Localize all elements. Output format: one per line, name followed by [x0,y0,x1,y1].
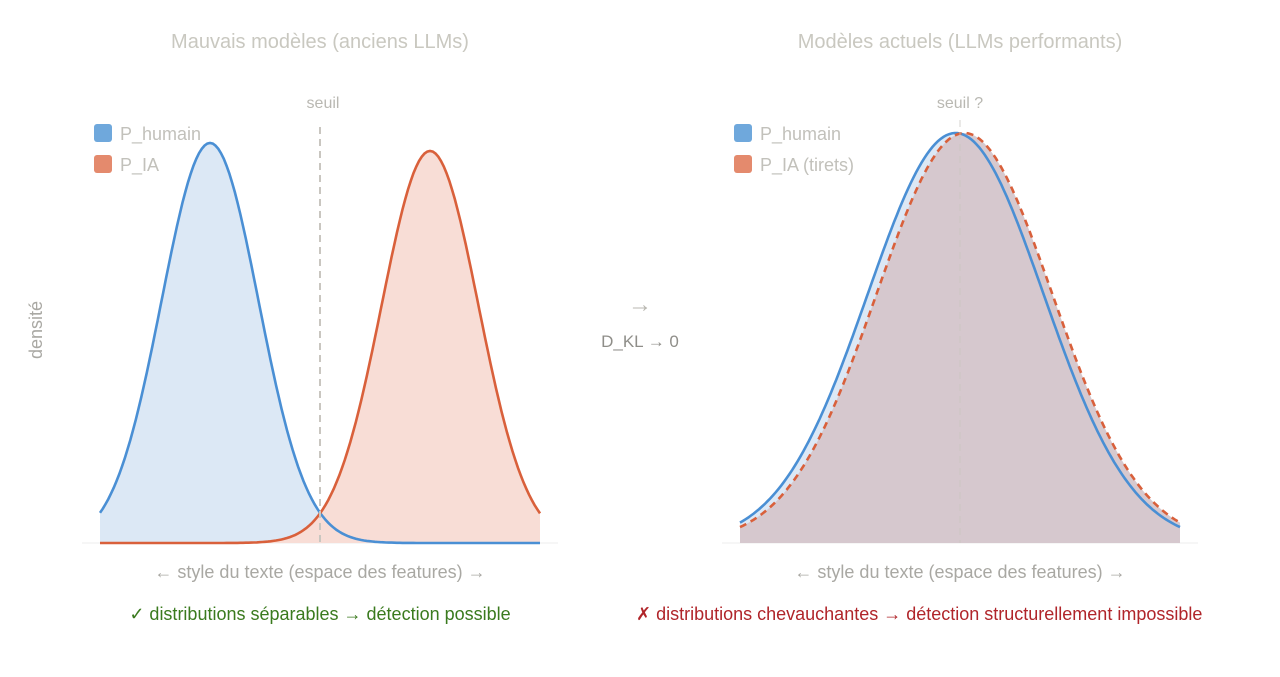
left-human-area [100,143,540,543]
right-legend: P_humain P_IA (tirets) [734,124,854,176]
legend-swatch-ai [94,155,112,173]
right-x-axis-label: ← style du texte (espace des features) → [794,562,1125,582]
left-ai-area [100,151,540,543]
right-conclusion: ✗ distributions chevauchantes → détectio… [636,604,1202,624]
left-x-axis-label: ← style du texte (espace des features) → [154,562,485,582]
right-panel-title: Modèles actuels (LLMs performants) [798,31,1123,53]
legend-label-human-right: P_humain [760,124,841,145]
legend-swatch-human-right [734,124,752,142]
legend-swatch-human [94,124,112,142]
legend-label-ai: P_IA [120,155,159,176]
right-threshold-label: seuil ? [937,95,983,112]
arrow-icon: → [628,291,652,318]
left-panel-title: Mauvais modèles (anciens LLMs) [171,31,469,53]
legend-label-ai-right: P_IA (tirets) [760,155,854,176]
left-plot: seuil [82,95,558,545]
dkl-label: D_KL → 0 [601,332,679,351]
right-plot: seuil ? [722,95,1198,544]
legend-swatch-ai-right [734,155,752,173]
left-legend: P_humain P_IA [94,124,201,176]
left-threshold-label: seuil [307,95,340,112]
left-conclusion: ✓ distributions séparables → détection p… [129,604,510,624]
y-axis-label: densité [26,301,46,359]
legend-label-human: P_humain [120,124,201,145]
